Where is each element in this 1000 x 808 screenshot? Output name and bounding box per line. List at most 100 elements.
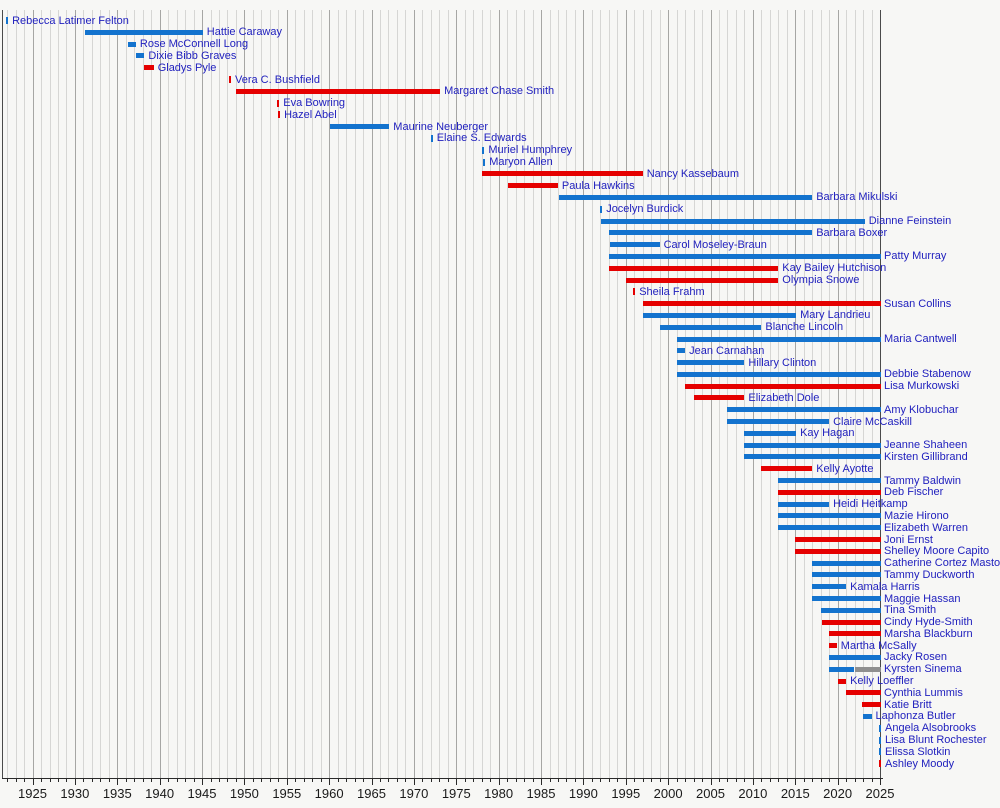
senator-label[interactable]: Claire McCaskill bbox=[833, 415, 912, 428]
senator-label[interactable]: Angela Alsobrooks bbox=[885, 722, 977, 735]
senator-label[interactable]: Kyrsten Sinema bbox=[884, 663, 962, 676]
axis-minor-tick bbox=[786, 778, 788, 782]
year-gridline bbox=[83, 10, 85, 778]
senator-label[interactable]: Susan Collins bbox=[884, 297, 952, 310]
year-gridline bbox=[668, 10, 670, 778]
senator-label[interactable]: Kay Hagan bbox=[800, 427, 855, 440]
senator-label[interactable]: Maurine Neuberger bbox=[393, 120, 489, 133]
senator-label[interactable]: Deb Fischer bbox=[884, 486, 944, 499]
senator-label[interactable]: Hattie Caraway bbox=[206, 26, 282, 39]
year-gridline bbox=[481, 10, 483, 778]
senator-label[interactable]: Paula Hawkins bbox=[561, 179, 635, 192]
axis-minor-tick bbox=[176, 778, 178, 782]
senator-label[interactable]: Jocelyn Burdick bbox=[606, 203, 684, 216]
senator-label[interactable]: Nancy Kassebaum bbox=[646, 167, 740, 180]
senator-label[interactable]: Martha McSally bbox=[840, 639, 917, 652]
senator-label[interactable]: Barbara Boxer bbox=[816, 226, 888, 239]
senator-label[interactable]: Hillary Clinton bbox=[748, 356, 817, 369]
senator-label[interactable]: Kay Bailey Hutchison bbox=[782, 262, 887, 275]
senator-label[interactable]: Jacky Rosen bbox=[884, 651, 947, 664]
senator-label[interactable]: Elissa Slotkin bbox=[885, 745, 951, 758]
senator-label[interactable]: Katie Britt bbox=[884, 698, 932, 711]
senator-label[interactable]: Maryon Allen bbox=[489, 156, 553, 168]
senator-label[interactable]: Kelly Loeffler bbox=[850, 675, 914, 687]
axis-minor-tick bbox=[549, 778, 551, 782]
senator-label[interactable]: Joni Ernst bbox=[884, 533, 933, 546]
axis-major-tick bbox=[159, 778, 161, 785]
senator-label[interactable]: Dixie Bibb Graves bbox=[148, 49, 237, 62]
senator-label[interactable]: Eva Bowring bbox=[283, 97, 346, 110]
senator-label[interactable]: Carol Moseley-Braun bbox=[663, 238, 767, 251]
term-bar bbox=[481, 171, 643, 177]
axis-minor-tick bbox=[380, 778, 381, 782]
senator-label[interactable]: Maggie Hassan bbox=[884, 592, 961, 605]
year-gridline bbox=[278, 10, 280, 778]
senator-label[interactable]: Jeanne Shaheen bbox=[884, 439, 968, 452]
term-bar bbox=[829, 654, 881, 660]
year-gridline bbox=[363, 10, 364, 778]
senator-label[interactable]: Sheila Frahm bbox=[639, 285, 705, 298]
axis-major-tick bbox=[541, 778, 542, 785]
year-gridline bbox=[422, 10, 424, 778]
year-gridline bbox=[380, 10, 381, 778]
senator-label[interactable]: Debbie Stabenow bbox=[884, 368, 971, 381]
senator-label[interactable]: Elizabeth Warren bbox=[884, 521, 968, 534]
term-bar bbox=[778, 489, 881, 495]
term-bar bbox=[601, 218, 865, 224]
year-gridline bbox=[600, 10, 602, 778]
senator-label[interactable]: Dianne Feinstein bbox=[868, 215, 952, 227]
senator-label[interactable]: Elaine S. Edwards bbox=[436, 132, 527, 145]
senator-label[interactable]: Marsha Blackburn bbox=[884, 627, 973, 640]
senator-label[interactable]: Rose McConnell Long bbox=[139, 38, 249, 51]
senator-label[interactable]: Hazel Abel bbox=[284, 108, 337, 121]
term-bar bbox=[829, 643, 837, 649]
senator-label[interactable]: Mary Landrieu bbox=[800, 309, 871, 322]
senator-label[interactable]: Ashley Moody bbox=[885, 757, 955, 770]
year-gridline bbox=[702, 10, 703, 778]
senator-label[interactable]: Tammy Duckworth bbox=[884, 568, 975, 581]
term-marker bbox=[482, 146, 485, 154]
axis-minor-tick bbox=[354, 778, 356, 782]
senator-label[interactable]: Heidi Heitkamp bbox=[833, 498, 908, 511]
term-bar bbox=[727, 407, 881, 413]
senator-label[interactable]: Tina Smith bbox=[884, 604, 937, 617]
senator-label[interactable]: Blanche Lincoln bbox=[765, 321, 844, 334]
senator-label[interactable]: Shelley Moore Capito bbox=[884, 545, 990, 558]
senator-label[interactable]: Cindy Hyde-Smith bbox=[884, 616, 973, 628]
senator-label[interactable]: Lisa Murkowski bbox=[884, 380, 960, 393]
axis-major-tick bbox=[456, 778, 458, 785]
senator-label[interactable]: Olympia Snowe bbox=[782, 274, 860, 286]
axis-major-tick bbox=[74, 778, 76, 785]
senator-label[interactable]: Kamala Harris bbox=[850, 580, 920, 593]
senator-label[interactable]: Rebecca Latimer Felton bbox=[12, 14, 129, 27]
senator-label[interactable]: Jean Carnahan bbox=[689, 344, 765, 357]
term-bar bbox=[727, 419, 830, 424]
senator-label[interactable]: Barbara Mikulski bbox=[816, 191, 898, 204]
axis-tick-label: 1990 bbox=[568, 786, 598, 801]
senator-label[interactable]: Margaret Chase Smith bbox=[444, 85, 555, 98]
term-bar bbox=[846, 690, 881, 696]
senator-label[interactable]: Muriel Humphrey bbox=[488, 144, 573, 157]
senator-label[interactable]: Vera C. Bushfield bbox=[235, 73, 320, 86]
senator-label[interactable]: Mazie Hirono bbox=[884, 509, 949, 522]
axis-minor-tick bbox=[15, 778, 17, 782]
term-bar bbox=[795, 537, 881, 542]
senator-label[interactable]: Kirsten Gillibrand bbox=[884, 450, 968, 463]
term-bar bbox=[778, 525, 881, 531]
senator-label[interactable]: Lisa Blunt Rochester bbox=[885, 734, 987, 746]
senator-label[interactable]: Cynthia Lummis bbox=[884, 686, 963, 699]
year-gridline bbox=[396, 10, 398, 778]
senator-label[interactable]: Kelly Ayotte bbox=[816, 462, 874, 475]
senator-label[interactable]: Elizabeth Dole bbox=[748, 391, 820, 404]
senator-label[interactable]: Tammy Baldwin bbox=[884, 474, 962, 487]
term-marker bbox=[6, 17, 9, 24]
axis-minor-tick bbox=[524, 778, 525, 782]
senator-label[interactable]: Amy Klobuchar bbox=[884, 403, 959, 416]
senator-label[interactable]: Laphonza Butler bbox=[875, 710, 956, 723]
senator-label[interactable]: Gladys Pyle bbox=[157, 61, 217, 74]
term-bar bbox=[608, 265, 779, 271]
senator-label[interactable]: Maria Cantwell bbox=[884, 333, 957, 345]
senator-label[interactable]: Patty Murray bbox=[884, 250, 947, 263]
term-bar bbox=[829, 631, 881, 637]
senator-label[interactable]: Catherine Cortez Masto bbox=[884, 557, 1000, 570]
